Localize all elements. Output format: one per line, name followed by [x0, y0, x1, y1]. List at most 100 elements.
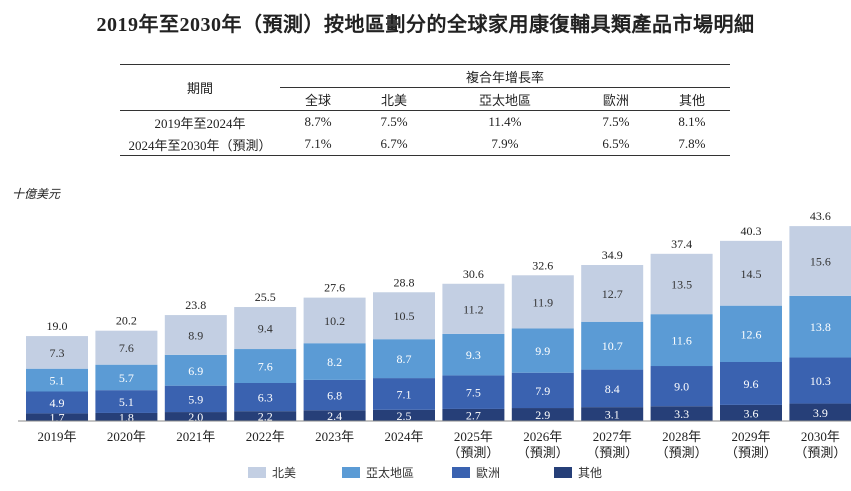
bar-segment [581, 264, 644, 322]
bar-segment [26, 368, 88, 392]
data-label: 4.9 [50, 396, 65, 410]
bar-segment [234, 307, 297, 350]
data-label: 11.6 [671, 334, 692, 348]
x-tick-label: 2022年 [246, 429, 285, 444]
col-header: 亞太地區 [478, 92, 531, 108]
legend-label: 北美 [272, 466, 296, 480]
bar-segment [303, 343, 366, 380]
data-label: 10.2 [324, 314, 345, 328]
data-label: 5.9 [188, 392, 203, 406]
x-tick-label: （預測） [725, 445, 777, 460]
x-tick-label: 2030年 [801, 429, 840, 444]
legend-swatch [452, 467, 470, 478]
total-label: 19.0 [47, 319, 68, 333]
bar-segment [650, 366, 713, 407]
bar-segment [720, 404, 782, 421]
total-label: 43.6 [810, 209, 831, 223]
data-label: 3.3 [674, 407, 689, 421]
total-label: 30.6 [463, 267, 484, 281]
cell: 2024年至2030年（預測） [128, 137, 272, 153]
x-tick-label: 2024年 [384, 429, 423, 444]
data-label: 7.5 [466, 386, 481, 400]
bar-segment [789, 226, 851, 296]
x-tick-label: （預測） [656, 445, 708, 460]
data-label: 10.7 [602, 339, 623, 353]
bar-segment [26, 413, 88, 421]
data-label: 10.3 [810, 374, 831, 388]
bar-segment [373, 339, 435, 379]
data-label: 6.9 [188, 364, 203, 378]
legend-swatch [342, 467, 360, 478]
bar-segment [234, 411, 297, 421]
cell: 6.7% [380, 136, 408, 151]
data-label: 10.5 [394, 309, 415, 323]
bar-segment [581, 321, 644, 370]
bar-segment [511, 275, 574, 329]
chart-title: 2019年至2030年（預測）按地區劃分的全球家用康復輔具類產品市場明細 [96, 14, 755, 36]
cell: 6.5% [602, 136, 630, 151]
cell: 7.8% [678, 136, 706, 151]
bar-segment [373, 292, 435, 340]
data-label: 8.2 [327, 355, 342, 369]
x-tick-label: 2020年 [107, 429, 146, 444]
total-label: 20.2 [116, 314, 137, 328]
bar-segment [95, 390, 158, 413]
data-label: 9.4 [258, 322, 273, 336]
data-label: 9.3 [466, 348, 481, 362]
legend-label: 其他 [578, 466, 602, 480]
data-label: 5.1 [50, 374, 65, 388]
data-label: 13.5 [671, 277, 692, 291]
data-label: 7.9 [535, 384, 550, 398]
x-tick-label: 2021年 [176, 429, 215, 444]
bar-segment [164, 385, 227, 413]
bar-segment [303, 379, 366, 411]
bar-segment [581, 369, 644, 408]
bar-segment [373, 409, 435, 421]
data-label: 2.7 [466, 408, 481, 422]
bar-segment [303, 297, 366, 344]
bar-segment [442, 375, 505, 409]
total-label: 40.3 [741, 224, 762, 238]
data-label: 2.5 [397, 409, 412, 423]
cell: 11.4% [488, 114, 522, 129]
bar-segment [95, 364, 158, 391]
data-label: 7.6 [258, 360, 273, 374]
total-label: 32.6 [532, 258, 553, 272]
data-label: 12.6 [741, 327, 762, 341]
bar-segment [511, 408, 574, 421]
data-label: 7.3 [50, 346, 65, 360]
data-label: 11.2 [463, 302, 484, 316]
col-header: 其他 [678, 92, 705, 108]
col-header: 全球 [304, 92, 331, 108]
bar-segment [234, 349, 297, 384]
data-label: 13.8 [810, 320, 831, 334]
total-label: 34.9 [602, 248, 623, 262]
bar-segment [581, 407, 644, 421]
data-label: 2.2 [258, 410, 273, 424]
bar-segment [789, 357, 851, 404]
bar-segment [511, 328, 574, 373]
bar-segment [720, 361, 782, 405]
x-tick-label: 2026年 [523, 429, 562, 444]
legend-swatch [554, 467, 572, 478]
bar-segment [442, 408, 505, 421]
bar-segment [234, 383, 297, 412]
cagr-header: 複合年增長率 [280, 64, 730, 88]
bar-segment [26, 391, 88, 414]
legend-swatch [248, 467, 266, 478]
data-label: 2.0 [188, 410, 203, 424]
cell: 7.5% [602, 114, 630, 129]
data-label: 9.9 [535, 344, 550, 358]
data-label: 2.4 [327, 409, 342, 423]
bar-segment [442, 333, 505, 376]
bar-segment [303, 410, 366, 421]
data-label: 2.9 [535, 408, 550, 422]
bar-segment [26, 336, 88, 369]
bar-segment [650, 314, 713, 367]
bar-segment [95, 330, 158, 365]
unit-label: 十億美元 [12, 187, 61, 201]
table-row: 2019年至2024年 8.7% 7.5% 11.4% 7.5% 8.1% [120, 111, 730, 134]
bar-segment [373, 378, 435, 410]
x-tick-label: 2023年 [315, 429, 354, 444]
